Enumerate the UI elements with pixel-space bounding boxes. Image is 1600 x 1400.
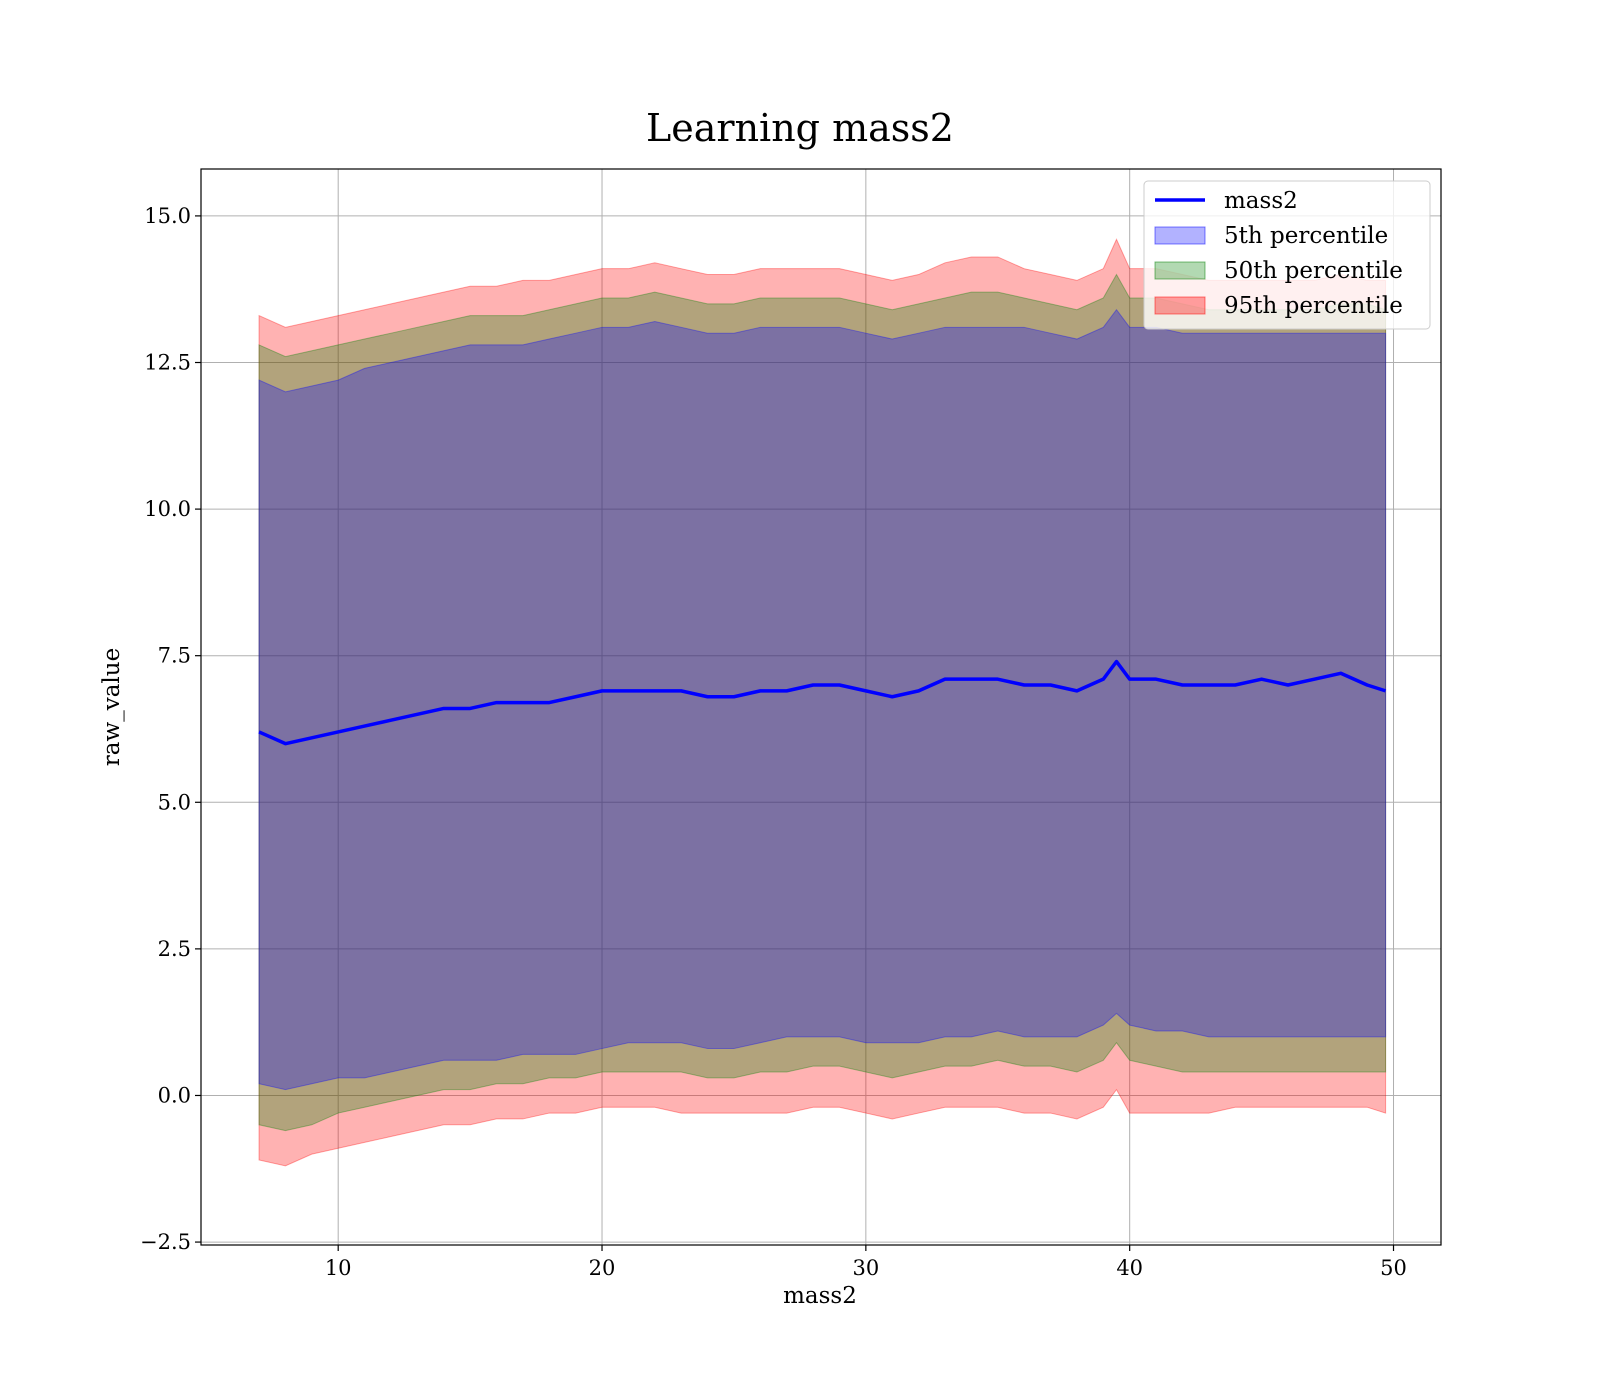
band-50th-percentile	[258, 273, 1387, 1132]
x-tick-label-4: 50	[1380, 1256, 1407, 1280]
y-tick-label-5: 10.0	[144, 497, 191, 521]
x-axis-label: mass2	[783, 1283, 857, 1309]
y-tick-label-6: 12.5	[144, 351, 191, 375]
x-axis-ticks: 10 20 30 40 50	[325, 1245, 1407, 1280]
y-tick-label-0: −2.5	[140, 1230, 191, 1254]
plot-frame	[200, 168, 1442, 1246]
y-tick-label-2: 2.5	[158, 937, 191, 961]
legend-swatch-5th-percentile	[1154, 226, 1206, 245]
legend-label-5th-percentile: 5th percentile	[1224, 223, 1388, 249]
mass2-line-layer	[258, 659, 1387, 746]
percentile-bands	[258, 238, 1387, 1167]
band-5th-percentile	[258, 308, 1387, 1091]
legend-swatch-95th-percentile	[1154, 296, 1206, 315]
legend-label-50th-percentile: 50th percentile	[1224, 258, 1403, 284]
band-95th-percentile	[258, 238, 1387, 1167]
y-tick-label-3: 5.0	[158, 790, 191, 814]
legend-swatch-50th-percentile	[1154, 261, 1206, 280]
legend: mass2 5th percentile 50th percentile 95t…	[1143, 180, 1431, 330]
y-axis-label: raw_value	[99, 648, 125, 766]
chart-title: Learning mass2	[646, 106, 954, 150]
x-tick-label-3: 40	[1116, 1256, 1143, 1280]
y-tick-label-1: 0.0	[158, 1083, 191, 1107]
grid	[201, 169, 1441, 1245]
x-tick-label-0: 10	[325, 1256, 352, 1280]
x-tick-label-2: 30	[852, 1256, 879, 1280]
legend-box	[1143, 180, 1431, 330]
y-axis-ticks: −2.5 0.0 2.5 5.0 7.5 10.0 12.5 15.0	[140, 204, 201, 1254]
y-tick-label-4: 7.5	[158, 644, 191, 668]
y-tick-label-7: 15.0	[144, 204, 191, 228]
legend-label-95th-percentile: 95th percentile	[1224, 293, 1403, 319]
legend-label-mass2: mass2	[1224, 188, 1298, 214]
line-mass2	[258, 659, 1387, 746]
x-tick-label-1: 20	[589, 1256, 616, 1280]
